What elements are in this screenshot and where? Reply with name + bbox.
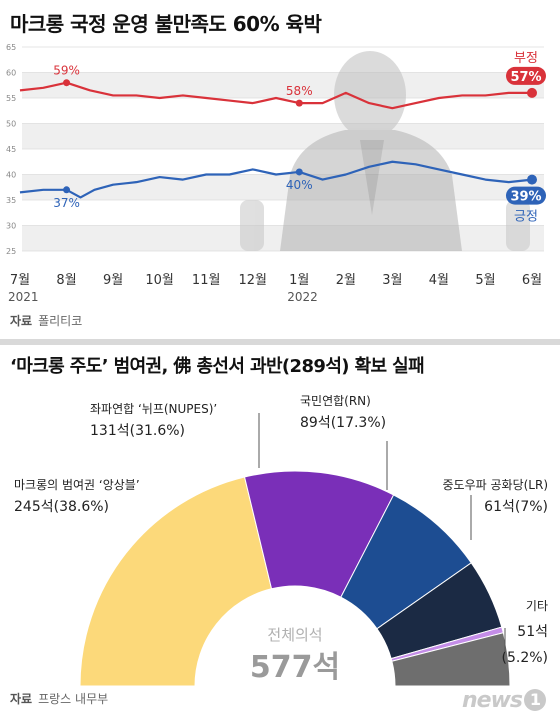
data-label: 58% (286, 84, 313, 98)
data-point (63, 186, 71, 194)
slice-label-ensemble: 245석(38.6%) (14, 499, 109, 515)
series-name-label: 부정 (514, 51, 538, 66)
data-label: 59% (53, 64, 80, 78)
source-label: 자료 (10, 314, 33, 328)
photo-hand-left (240, 200, 264, 251)
y-tick-label: 50 (6, 120, 16, 129)
seat-slice-0 (79, 476, 273, 687)
source-label-2: 자료 (10, 692, 33, 706)
x-tick-label: 12월 (238, 273, 267, 288)
seat-slice-5 (391, 632, 511, 687)
x-tick-label: 6월 (522, 273, 542, 288)
background-photo (240, 51, 530, 251)
total-value: 577석 (250, 650, 340, 685)
series-line-1 (19, 160, 533, 199)
x-tick-label: 9월 (103, 273, 123, 288)
section-divider (0, 339, 560, 345)
grid-band (22, 123, 544, 149)
x-tick-label: 2월 (336, 273, 356, 288)
logo-number: 1 (524, 689, 546, 711)
y-tick-label: 25 (6, 247, 16, 256)
y-tick-label: 55 (6, 94, 16, 103)
slice-label-other-name: 기타 (526, 599, 548, 613)
photo-head (334, 51, 406, 139)
x-tick-label: 1월 (289, 273, 309, 288)
grid-band (22, 174, 544, 200)
x-tick-label: 8월 (56, 273, 76, 288)
slice-label-other-pct: (5.2%) (502, 650, 549, 666)
data-label: 37% (53, 196, 80, 210)
x-tick-label: 5월 (475, 273, 495, 288)
y-tick-label: 40 (6, 171, 16, 180)
x-tick-label: 10월 (145, 273, 174, 288)
data-point (63, 79, 71, 87)
x-tick-label: 11월 (192, 273, 221, 288)
end-value-badge (506, 66, 546, 85)
end-point (527, 174, 537, 185)
logo-text: news (461, 688, 523, 713)
slice-label-nupes: 131석(31.6%) (90, 423, 185, 439)
x-tick-label: 3월 (382, 273, 402, 288)
source-note-politico: 자료 폴리티코 (10, 312, 82, 329)
x-tick-label: 4월 (429, 273, 449, 288)
source-name-2: 프랑스 내무부 (38, 692, 109, 706)
slice-label-other-seats: 51석 (517, 624, 548, 640)
data-point (295, 168, 303, 176)
slice-label-rn: 89석(17.3%) (300, 415, 386, 431)
y-tick-label: 60 (6, 69, 16, 78)
y-tick-label: 45 (6, 145, 16, 154)
end-value-label: 57% (510, 70, 541, 85)
chart-title: 마크롱 국정 운영 불만족도 60% 육박 (10, 12, 322, 36)
end-point (527, 87, 537, 98)
y-tick-label: 30 (6, 222, 16, 231)
slice-label-ensemble: 마크롱의 범여권 ‘앙상블’ (14, 478, 140, 492)
slice-label-lr: 중도우파 공화당(LR) (443, 478, 548, 492)
data-label: 40% (286, 178, 313, 192)
seats-title: ‘마크롱 주도’ 범여권, 佛 총선서 과반(289석) 확보 실패 (10, 356, 425, 377)
year-label: 2022 (287, 290, 318, 304)
x-tick-label: 7월 (10, 273, 30, 288)
total-label: 전체의석 (267, 626, 322, 644)
approval-line-chart: 25 30 35 40 45 50 55 60 65 59% 58% 57% 부정 37% 40% 39% 긍정… (6, 43, 546, 304)
year-label: 2021 (8, 290, 39, 304)
y-tick-label: 35 (6, 196, 16, 205)
source-name: 폴리티코 (38, 314, 83, 328)
photo-hand-right (506, 200, 530, 251)
slice-label-rn: 국민연합(RN) (300, 394, 371, 408)
series-line-0 (19, 81, 532, 110)
y-tick-label: 65 (6, 43, 16, 52)
source-note-interior: 자료 프랑스 내무부 (10, 690, 108, 707)
news1-logo: news 1 (462, 688, 546, 713)
data-point (295, 99, 303, 107)
end-value-badge (506, 186, 546, 205)
end-value-label: 39% (510, 190, 541, 205)
series-name-label: 긍정 (514, 210, 538, 225)
slice-label-nupes: 좌파연합 ‘뉘프(NUPES)’ (90, 402, 217, 416)
slice-label-lr: 61석(7%) (484, 499, 548, 515)
photo-tie (360, 140, 384, 215)
